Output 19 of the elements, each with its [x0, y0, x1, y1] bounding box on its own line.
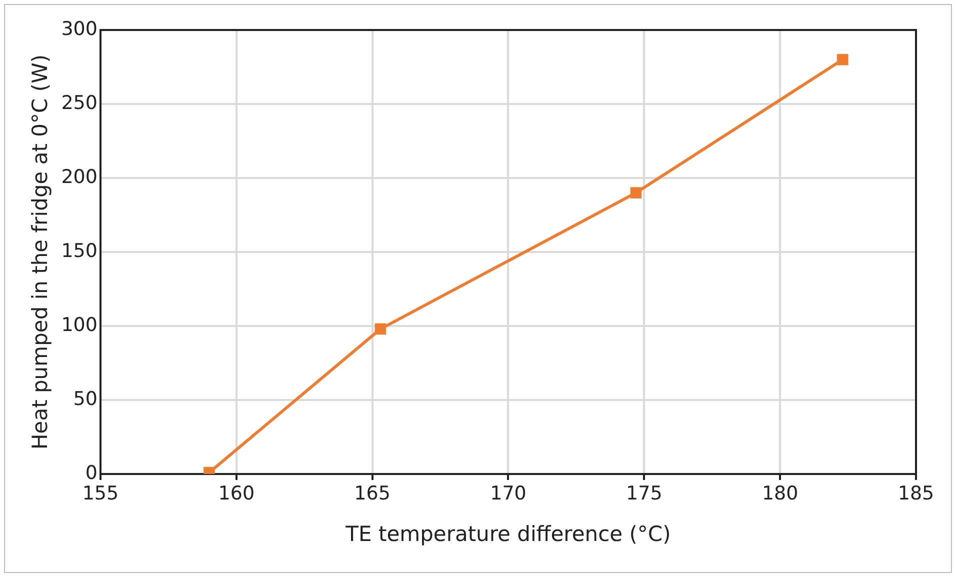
point [374, 323, 386, 335]
x-tick-label: 155 [82, 482, 119, 504]
y-tick-label: 0 [85, 462, 98, 484]
point [630, 187, 642, 198]
point [836, 54, 848, 66]
y-tick-label: 300 [61, 18, 98, 40]
y-tick-label: 250 [61, 92, 98, 114]
x-tick-label: 170 [490, 482, 526, 504]
x-tick-label: 185 [898, 482, 934, 504]
y-tick-label: 200 [61, 166, 98, 188]
x-axis-title: TE temperature difference (°C) [344, 522, 671, 546]
x-tick-label: 180 [762, 482, 798, 504]
x-tick-label: 165 [354, 482, 390, 504]
y-tick-label: 50 [73, 388, 98, 410]
y-axis-title: Heat pumped in the fridge at 0°C (W) [28, 54, 52, 450]
x-tick-label: 175 [626, 482, 662, 504]
x-tick-label: 160 [218, 482, 255, 504]
y-tick-label: 150 [61, 240, 98, 262]
y-tick-label: 100 [61, 314, 98, 336]
